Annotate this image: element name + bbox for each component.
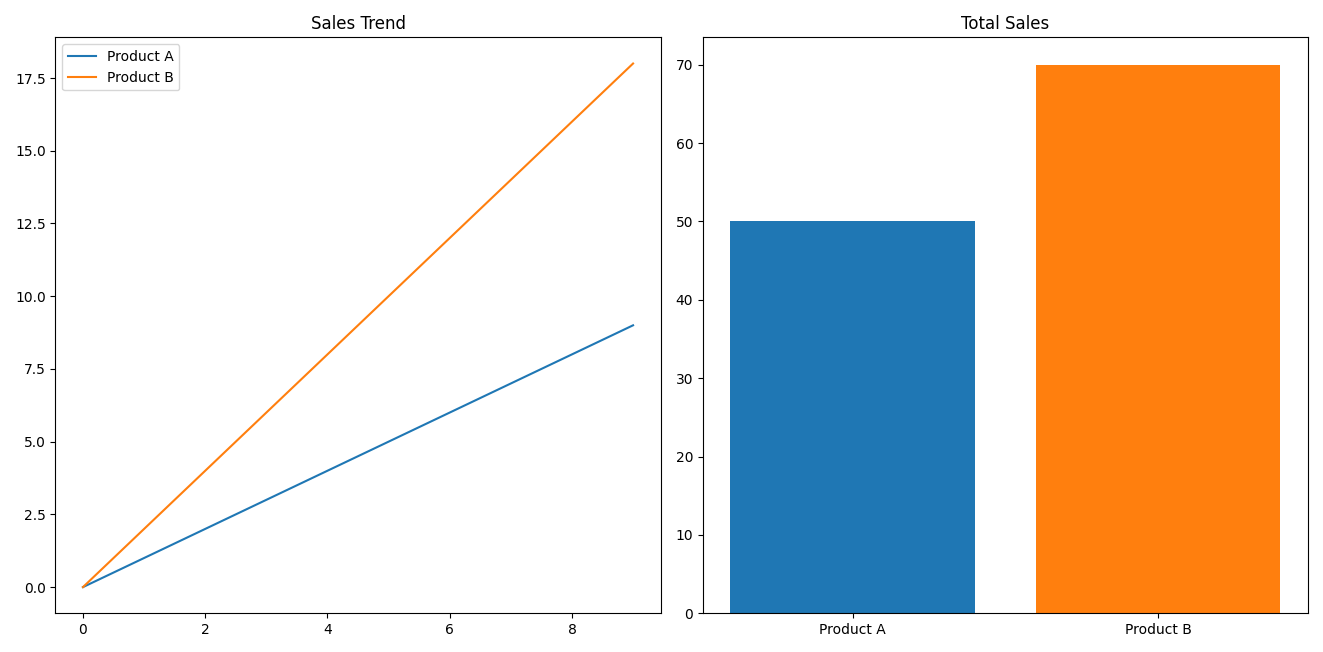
Product A <box>598 334 614 342</box>
Product B <box>598 86 614 94</box>
Product B <box>404 271 419 279</box>
Product B <box>626 59 642 67</box>
Legend: Product A, Product B: Product A, Product B <box>62 44 180 91</box>
Product A <box>581 342 597 350</box>
Bar <box>1036 65 1281 614</box>
Title: Total Sales: Total Sales <box>962 15 1049 33</box>
Product A <box>359 449 374 456</box>
Product B <box>581 102 597 110</box>
Product A <box>75 583 91 591</box>
Product B <box>359 314 374 321</box>
Product A <box>202 522 218 530</box>
Product A <box>404 427 419 435</box>
Line: Product B: Product B <box>83 63 634 587</box>
Bar <box>730 222 975 614</box>
Line: Product A: Product A <box>83 325 634 587</box>
Product A <box>626 321 642 329</box>
Product B <box>202 462 218 469</box>
Product B <box>75 583 91 591</box>
Title: Sales Trend: Sales Trend <box>311 15 406 33</box>
Product A <box>181 533 197 541</box>
Product B <box>181 482 197 490</box>
